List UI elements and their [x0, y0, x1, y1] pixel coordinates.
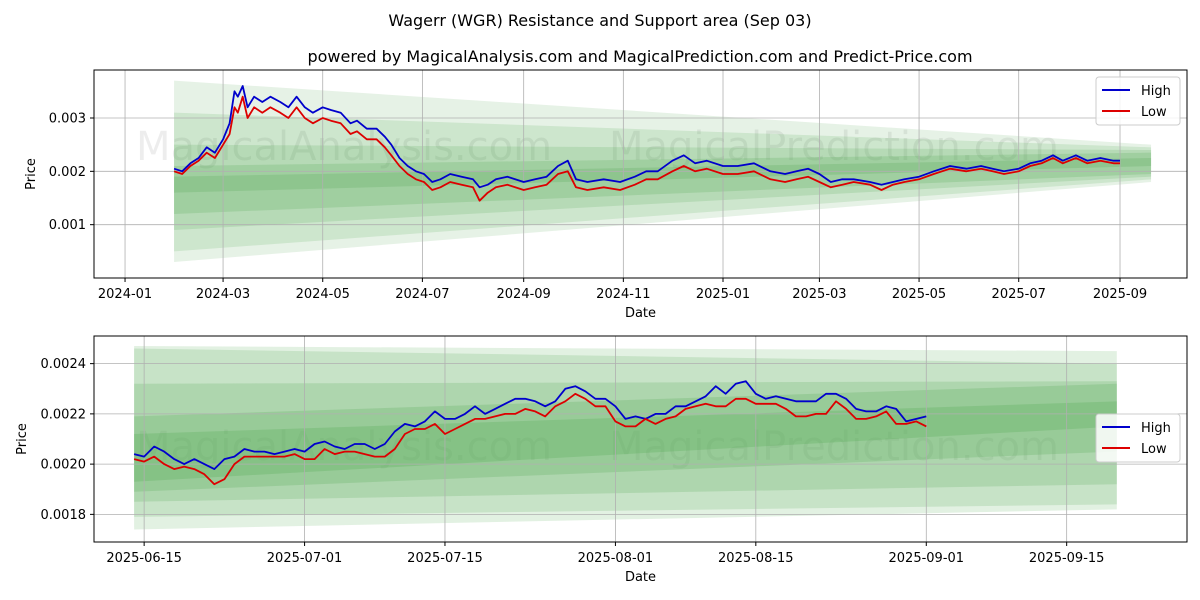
series-line-high — [133, 380, 927, 471]
support-band-1 — [134, 346, 1117, 530]
legend: High Low — [1095, 413, 1181, 463]
y-tick-label: 0.0024 — [41, 357, 87, 372]
legend-label-low: Low — [1141, 105, 1167, 120]
x-tick-label: 2024-05 — [296, 287, 350, 302]
support-band-3 — [174, 144, 1152, 230]
y-tick-label: 0.002 — [49, 165, 86, 180]
x-tick-label: 2025-03 — [792, 287, 846, 302]
x-tick-label: 2025-09 — [1093, 287, 1147, 302]
y-tick-label: 0.0018 — [41, 508, 87, 523]
y-axis-label: Price — [24, 158, 39, 190]
x-tick-label: 2025-01 — [696, 287, 750, 302]
x-tick-label: 2025-07-01 — [267, 551, 343, 566]
legend-label-low: Low — [1141, 442, 1167, 457]
figure-title: Wagerr (WGR) Resistance and Support area… — [388, 11, 811, 30]
x-tick-label: 2025-08-01 — [578, 551, 654, 566]
x-tick-label: 2025-07-15 — [407, 551, 483, 566]
series-line-high — [173, 85, 1120, 189]
x-tick-label: 2025-09-01 — [889, 551, 965, 566]
watermark-prediction: MagicalPrediction.com — [609, 424, 1059, 470]
axes-frame — [93, 335, 1188, 543]
top-chart-panel: MagicalAnalysis.com MagicalPrediction.com… — [24, 69, 1188, 321]
watermark-prediction: MagicalPrediction.com — [609, 124, 1059, 170]
y-tick-label: 0.0022 — [41, 407, 87, 422]
watermark-analysis: MagicalAnalysis.com — [136, 124, 552, 170]
y-axis-label: Price — [15, 423, 30, 455]
x-tick-label: 2024-09 — [497, 287, 551, 302]
support-band-5 — [134, 401, 1117, 482]
legend-label-high: High — [1141, 421, 1171, 436]
axes-frame — [93, 69, 1188, 279]
legend-label-high: High — [1141, 84, 1171, 99]
x-tick-label: 2024-11 — [596, 287, 650, 302]
x-tick-label: 2025-07 — [992, 287, 1046, 302]
support-band-2 — [174, 112, 1152, 252]
x-tick-label: 2025-09-15 — [1029, 551, 1105, 566]
x-tick-label: 2024-07 — [395, 287, 449, 302]
legend: High Low — [1095, 76, 1181, 126]
x-axis-label: Date — [625, 306, 656, 321]
watermark-analysis: MagicalAnalysis.com — [136, 424, 552, 470]
support-band-5 — [174, 158, 1152, 193]
y-tick-label: 0.0020 — [41, 458, 87, 473]
x-tick-label: 2025-05 — [892, 287, 946, 302]
series-line-low — [133, 392, 927, 486]
x-tick-label: 2025-06-15 — [106, 551, 182, 566]
x-tick-label: 2024-01 — [98, 287, 152, 302]
figure-subtitle: powered by MagicalAnalysis.com and Magic… — [307, 47, 972, 66]
support-band-4 — [174, 152, 1152, 214]
series-line-low — [173, 95, 1120, 202]
y-tick-label: 0.003 — [49, 112, 86, 127]
x-tick-label: 2025-08-15 — [718, 551, 794, 566]
bottom-chart-panel: MagicalAnalysis.com MagicalPrediction.com… — [15, 335, 1188, 585]
support-band-2 — [134, 348, 1117, 517]
x-tick-label: 2024-03 — [196, 287, 250, 302]
x-axis-label: Date — [625, 570, 656, 585]
y-tick-label: 0.001 — [49, 218, 86, 233]
